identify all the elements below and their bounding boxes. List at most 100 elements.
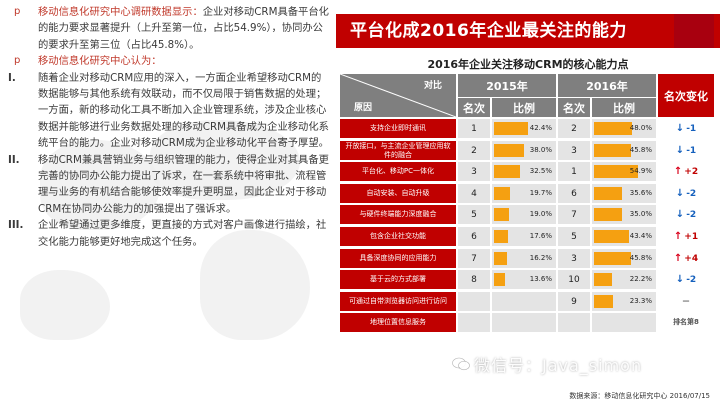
rank-2016-header: 名次 bbox=[558, 98, 590, 117]
list-item: I. 随着企业对移动CRM应用的深入，一方面企业希望移动CRM的数据能够与其他系… bbox=[8, 70, 330, 152]
arrow-down-icon: ↓ bbox=[675, 209, 685, 220]
reason-cell: 包含企业社交功能 bbox=[340, 227, 456, 246]
list-item: III. 企业希望通过更多维度，更直接的方式对客户画像进行描绘，社交化能力能够更… bbox=[8, 217, 330, 250]
arrow-up-icon: ↑ bbox=[673, 166, 683, 177]
rank-2016-cell: 10 bbox=[558, 270, 590, 289]
rank-2015-cell: 7 bbox=[458, 249, 490, 268]
pct-2016-bar bbox=[594, 187, 623, 200]
corner-bottom-label: 原因 bbox=[354, 103, 373, 113]
capability-panel: 平台化成2016年企业最关注的能力 2016年企业关注移动CRM的核心能力点 对… bbox=[336, 0, 720, 405]
pct-2016-value: 23.3% bbox=[629, 297, 652, 305]
pct-2016-value: 35.0% bbox=[629, 210, 652, 218]
arrow-down-icon: ↓ bbox=[675, 123, 685, 134]
list-number: III. bbox=[8, 219, 24, 232]
pct-2016-value: 22.2% bbox=[629, 275, 652, 283]
rank-change-cell: 排名第8 bbox=[658, 313, 714, 332]
pct-2015-cell bbox=[492, 313, 556, 332]
opinion-heading: 移动信息化研究中心认为： bbox=[38, 55, 162, 68]
pct-2016-bar bbox=[594, 208, 622, 221]
rank-change-cell: ↓ -1 bbox=[658, 119, 714, 138]
pct-2016-cell: 23.3% bbox=[592, 292, 656, 311]
list-item: II. 移动CRM兼具营销业务与组织管理的能力，使得企业对其具备更完善的协同办公… bbox=[8, 152, 330, 218]
list-number: II. bbox=[8, 153, 20, 166]
pct-2015-value: 16.2% bbox=[529, 254, 552, 262]
pct-2016-value: 45.8% bbox=[629, 146, 652, 154]
table-row: 开放接口，与主流企业管理应用软件的融合 2 38.0% 3 45.8% ↓ -1 bbox=[340, 141, 714, 160]
table-row: 地理位置信息服务 排名第8 bbox=[340, 313, 714, 332]
list-number: I. bbox=[8, 71, 16, 84]
pct-2015-value: 32.5% bbox=[529, 167, 552, 175]
rank-2016-cell: 6 bbox=[558, 184, 590, 203]
rank-change-note: 排名第8 bbox=[673, 318, 699, 326]
rank-2016-cell bbox=[558, 313, 590, 332]
banner-title: 平台化成2016年企业最关注的能力 bbox=[336, 14, 720, 48]
table-row: 与硬件终端能力深度融合 5 19.0% 7 35.0% ↓ -2 bbox=[340, 205, 714, 224]
table-row: 平台化、移动PC一体化 3 32.5% 1 54.9% ↑ +2 bbox=[340, 162, 714, 181]
rank-2015-cell: 8 bbox=[458, 270, 490, 289]
pct-2015-cell: 42.4% bbox=[492, 119, 556, 138]
pct-2016-bar bbox=[594, 122, 633, 135]
corner-cell: 对比 原因 bbox=[340, 74, 456, 117]
opinion-paragraph: p 移动信息化研究中心认为： bbox=[8, 53, 330, 69]
pct-2016-cell: 45.8% bbox=[592, 141, 656, 160]
rank-2016-cell: 5 bbox=[558, 227, 590, 246]
rank-2016-cell: 2 bbox=[558, 119, 590, 138]
rank-2015-cell: 2 bbox=[458, 141, 490, 160]
diagonal-divider bbox=[340, 74, 456, 117]
rank-change-cell: ↑ +2 bbox=[658, 162, 714, 181]
pct-2016-cell: 35.0% bbox=[592, 205, 656, 224]
pct-2015-cell: 32.5% bbox=[492, 162, 556, 181]
pct-2016-bar bbox=[594, 252, 631, 265]
pct-2016-cell: 48.0% bbox=[592, 119, 656, 138]
bullet-marker: p bbox=[14, 55, 21, 67]
reason-cell: 与硬件终端能力深度融合 bbox=[340, 205, 456, 224]
text-column: p 移动信息化研究中心调研数据显示：企业对移动CRM具备平台化的能力要求显著提升… bbox=[8, 4, 330, 250]
table-row: 自动安装、自动升级 4 19.7% 6 35.6% ↓ -2 bbox=[340, 184, 714, 203]
table-row: 可通过自带浏览器访问进行访问 9 23.3% — bbox=[340, 292, 714, 311]
reason-cell: 开放接口，与主流企业管理应用软件的融合 bbox=[340, 141, 456, 160]
rank-2015-cell: 1 bbox=[458, 119, 490, 138]
rank-2015-cell bbox=[458, 313, 490, 332]
pct-2015-value: 13.6% bbox=[529, 275, 552, 283]
pct-2016-value: 43.4% bbox=[629, 232, 652, 240]
pct-2016-cell bbox=[592, 313, 656, 332]
rank-change-value: -2 bbox=[686, 209, 697, 220]
rank-2015-cell: 3 bbox=[458, 162, 490, 181]
finding-body: 企业对移动CRM具备平台化的能力要求显著提升（上升至第一位，占比54.9%），协… bbox=[38, 6, 329, 51]
pct-2015-cell: 17.6% bbox=[492, 227, 556, 246]
rank-change-cell: ↑ +4 bbox=[658, 249, 714, 268]
pct-2015-cell: 38.0% bbox=[492, 141, 556, 160]
pct-2015-bar bbox=[494, 252, 507, 265]
pct-2015-bar bbox=[494, 208, 510, 221]
table-header-years: 对比 原因 2015年 2016年 名次变化 bbox=[340, 74, 714, 117]
year-2015-header: 2015年 bbox=[458, 74, 556, 97]
table-row: 具备深度协同的应用能力 7 16.2% 3 45.8% ↑ +4 bbox=[340, 249, 714, 268]
pct-2016-bar bbox=[594, 295, 613, 308]
pct-2015-bar bbox=[494, 165, 520, 178]
rank-change-cell: ↑ +1 bbox=[658, 227, 714, 246]
rank-2016-cell: 3 bbox=[558, 249, 590, 268]
pct-2016-cell: 45.8% bbox=[592, 249, 656, 268]
rank-2016-cell: 9 bbox=[558, 292, 590, 311]
pct-2016-value: 54.9% bbox=[629, 167, 652, 175]
wechat-icon bbox=[452, 357, 470, 371]
arrow-down-icon: ↓ bbox=[675, 274, 685, 285]
pct-2016-value: 35.6% bbox=[629, 189, 652, 197]
pct-2015-cell: 13.6% bbox=[492, 270, 556, 289]
data-source-note: 数据来源：移动信息化研究中心 2016/07/15 bbox=[569, 392, 710, 400]
pct-2016-cell: 54.9% bbox=[592, 162, 656, 181]
pct-2015-value: 42.4% bbox=[529, 124, 552, 132]
pct-2015-bar bbox=[494, 273, 505, 286]
pct-2015-cell bbox=[492, 292, 556, 311]
finding-heading: 移动信息化研究中心调研数据显示： bbox=[38, 6, 203, 18]
list-text: 企业希望通过更多维度，更直接的方式对客户画像进行描绘，社交化能力能够更好地完成这… bbox=[38, 219, 327, 248]
table-row: 基于云的方式部署 8 13.6% 10 22.2% ↓ -2 bbox=[340, 270, 714, 289]
reason-cell: 自动安装、自动升级 bbox=[340, 184, 456, 203]
arrow-up-icon: ↑ bbox=[673, 231, 683, 242]
rank-2015-cell: 4 bbox=[458, 184, 490, 203]
rank-change-note: — bbox=[682, 297, 690, 305]
pct-2015-cell: 16.2% bbox=[492, 249, 556, 268]
arrow-down-icon: ↓ bbox=[675, 145, 685, 156]
rank-change-cell: ↓ -2 bbox=[658, 184, 714, 203]
pct-2015-bar bbox=[494, 144, 525, 157]
